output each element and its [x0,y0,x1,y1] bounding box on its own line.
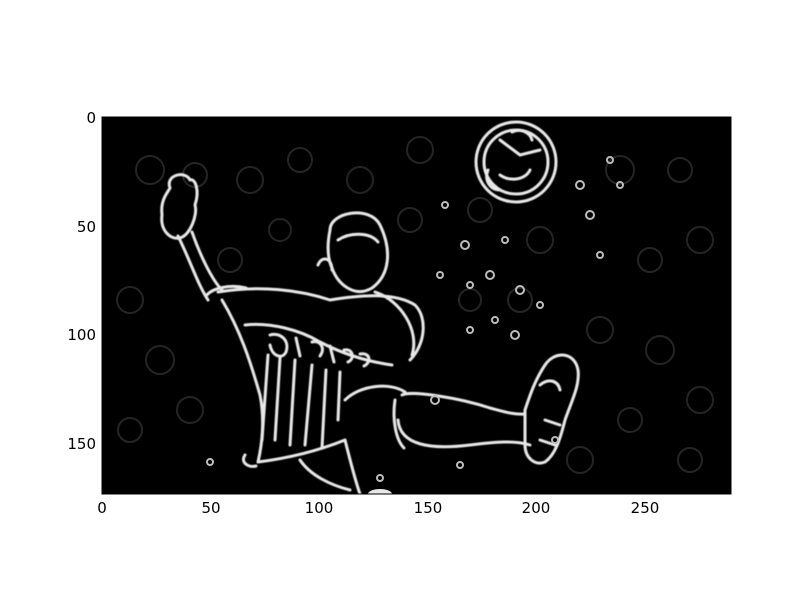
noise-edges [206,156,624,482]
edge-image [102,117,731,494]
y-tick-label: 100 [67,326,96,344]
y-axis [102,116,731,444]
x-axis [101,117,646,494]
bottom-highlight [368,489,392,494]
x-tick-label: 0 [97,499,107,517]
background-texture [116,136,714,474]
y-tick-label: 150 [67,435,96,453]
ball-edges [474,120,558,204]
axes-frame [101,116,732,495]
player-edges [160,173,580,494]
x-tick-label: 50 [201,499,220,517]
y-tick-labels: 0 50 100 150 [67,109,96,453]
y-tick-label: 0 [86,109,96,127]
x-tick-label: 100 [305,499,334,517]
x-tick-label: 250 [631,499,660,517]
x-tick-label: 200 [522,499,551,517]
x-tick-label: 150 [414,499,443,517]
y-tick-label: 50 [77,218,96,236]
x-tick-labels: 0 50 100 150 200 250 [97,499,659,517]
